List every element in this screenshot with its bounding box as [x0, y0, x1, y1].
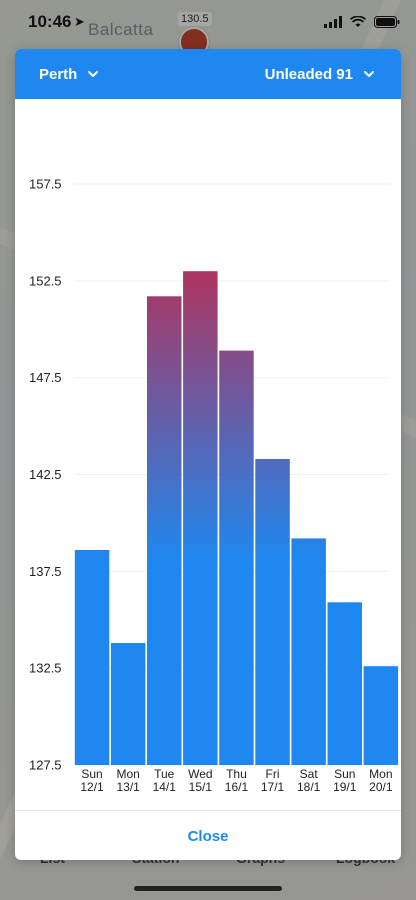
- location-arrow-icon: ➤: [74, 14, 85, 29]
- chevron-down-icon: [364, 71, 374, 77]
- x-tick-day-label: Sat: [300, 767, 319, 781]
- map-suburb-label: Balcatta: [88, 20, 154, 39]
- y-tick-label: 157.5: [29, 177, 62, 192]
- home-indicator: [134, 886, 282, 891]
- bar-chart-svg: 127.5132.5137.5142.5147.5152.5157.5Sun12…: [29, 177, 399, 794]
- chevron-down-icon: [88, 71, 99, 77]
- chart-bar[interactable]: [291, 538, 326, 765]
- city-dropdown[interactable]: Perth: [39, 49, 99, 99]
- x-tick-date-label: 13/1: [116, 780, 140, 794]
- fuel-type-dropdown-label: Unleaded 91: [264, 65, 353, 83]
- x-tick-date-label: 16/1: [225, 780, 249, 794]
- battery-icon: [374, 15, 400, 33]
- x-tick-day-label: Thu: [226, 767, 247, 781]
- price-bar-chart: 127.5 132.5 137.5 142.5 147.5 152.5 157.5 Sun 12…: [15, 99, 401, 809]
- chart-bar[interactable]: [110, 643, 146, 765]
- y-tick-label: 127.5: [29, 758, 62, 773]
- y-tick-label: 142.5: [29, 467, 62, 482]
- x-tick-date-label: 14/1: [153, 780, 177, 794]
- x-tick-date-label: 15/1: [189, 780, 213, 794]
- x-tick-day-label: Sun: [81, 767, 102, 781]
- price-history-modal: Perth Unleaded 91 127.5 132.5 137.5 142.5 14…: [15, 49, 401, 860]
- x-tick-day-label: Mon: [369, 767, 392, 781]
- x-tick-date-label: 20/1: [369, 780, 393, 794]
- x-tick-date-label: 18/1: [297, 780, 321, 794]
- y-tick-label: 137.5: [29, 564, 62, 579]
- y-tick-label: 152.5: [29, 273, 62, 288]
- chart-bar[interactable]: [183, 271, 218, 765]
- x-tick-date-label: 12/1: [80, 780, 104, 794]
- modal-footer: Close: [15, 810, 401, 860]
- wifi-icon: [349, 15, 367, 33]
- close-button[interactable]: Close: [182, 827, 235, 846]
- modal-header: Perth Unleaded 91: [15, 49, 401, 99]
- y-tick-label: 147.5: [29, 370, 62, 385]
- city-dropdown-label: Perth: [39, 65, 78, 83]
- chart-bar[interactable]: [327, 602, 363, 765]
- x-tick-day-label: Tue: [154, 767, 175, 781]
- x-tick-day-label: Sun: [334, 767, 355, 781]
- x-tick-day-label: Fri: [266, 767, 280, 781]
- fuel-type-dropdown[interactable]: Unleaded 91: [265, 49, 375, 99]
- status-bar: 10:46 ➤: [0, 0, 416, 44]
- chart-bar[interactable]: [74, 550, 110, 765]
- chart-bar[interactable]: [147, 296, 182, 765]
- x-tick-date-label: 19/1: [333, 780, 357, 794]
- chart-bar[interactable]: [255, 459, 290, 765]
- chart-bar[interactable]: [363, 666, 399, 765]
- chart-bar[interactable]: [219, 350, 254, 765]
- x-tick-date-label: 17/1: [261, 780, 285, 794]
- signal-icon: [324, 15, 342, 33]
- status-time: 10:46: [28, 12, 72, 31]
- y-tick-label: 132.5: [29, 661, 62, 676]
- x-tick-day-label: Wed: [188, 767, 212, 781]
- map-price-label: 130.5: [178, 12, 212, 26]
- x-tick-day-label: Mon: [116, 767, 139, 781]
